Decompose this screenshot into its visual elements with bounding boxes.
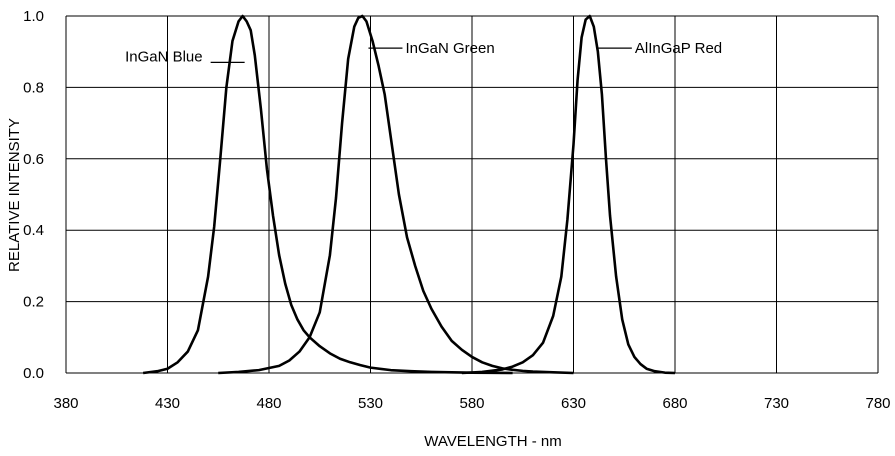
- x-tick-label: 580: [459, 395, 484, 412]
- y-tick-label: 0.4: [23, 222, 44, 239]
- y-tick-label: 0.6: [23, 151, 44, 168]
- series-annotations: InGaN Blue InGaN Green AlInGaP Red: [125, 40, 722, 65]
- x-tick-label: 380: [53, 395, 78, 412]
- y-tick-label: 1.0: [23, 8, 44, 25]
- y-axis-title: RELATIVE INTENSITY: [6, 118, 23, 272]
- x-tick-label: 680: [662, 395, 687, 412]
- x-axis-title: WAVELENGTH - nm: [424, 433, 562, 450]
- series-label-alingap-red: AlInGaP Red: [635, 40, 722, 57]
- series-line-ingan-blue: [142, 14, 513, 375]
- x-tick-label: 430: [155, 395, 180, 412]
- x-tick-label: 630: [561, 395, 586, 412]
- y-axis-tick-labels: 0.0 0.2 0.4 0.6 0.8 1.0: [23, 8, 44, 382]
- y-tick-label: 0.2: [23, 294, 44, 311]
- y-tick-label: 0.0: [23, 365, 44, 382]
- series-label-ingan-green: InGaN Green: [405, 40, 494, 57]
- x-tick-label: 480: [256, 395, 281, 412]
- x-tick-label: 530: [358, 395, 383, 412]
- series-line-ingan-green: [218, 14, 574, 375]
- x-axis-tick-labels: 380 430 480 530 580 630 680 730 780: [53, 395, 890, 412]
- grid: [65, 15, 879, 374]
- series-label-ingan-blue: InGaN Blue: [125, 48, 203, 65]
- y-tick-label: 0.8: [23, 79, 44, 96]
- x-tick-label: 780: [865, 395, 890, 412]
- series-line-alingap-red: [461, 14, 676, 375]
- x-tick-label: 730: [764, 395, 789, 412]
- series-layer: [142, 14, 676, 375]
